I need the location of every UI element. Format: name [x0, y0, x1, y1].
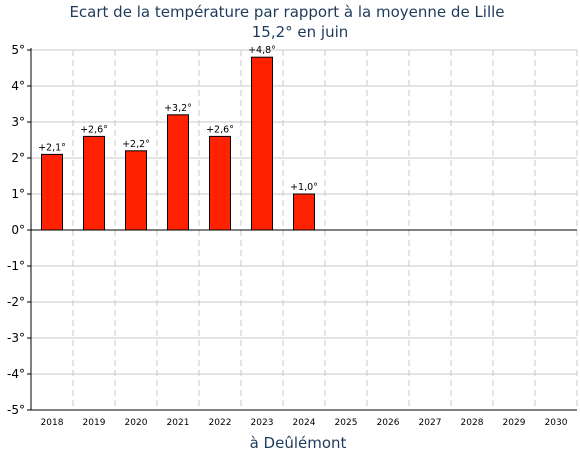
data-label-2018: +2,1°	[38, 142, 66, 153]
y-axis-ticks: 5° 4° 3° 2° 1° 0° -1° -2° -3° -4° -5°	[7, 43, 31, 417]
chart-subtitle: 15,2° en juin	[252, 23, 349, 41]
bar-2022	[209, 135, 231, 231]
data-label-2024: +1,0°	[290, 182, 318, 193]
data-label-2021: +3,2°	[164, 103, 192, 114]
x-tick-label: 2027	[419, 418, 442, 428]
y-tick-label: 1°	[11, 187, 25, 201]
y-tick-label: 4°	[11, 79, 25, 93]
bar-2023	[251, 56, 273, 231]
y-tick-label: -1°	[7, 259, 25, 273]
x-tick-label: 2029	[503, 418, 526, 428]
data-labels: +2,1° +2,6° +2,2° +3,2° +2,6° +4,8° +1,0°	[38, 45, 318, 193]
y-tick-label: -4°	[7, 367, 25, 381]
x-tick-label: 2026	[377, 418, 400, 428]
x-tick-label: 2018	[41, 418, 64, 428]
data-label-2019: +2,6°	[80, 124, 108, 135]
x-axis-ticks: 2018 2019 2020 2021 2022 2023 2024 2025 2026 2027…	[41, 418, 568, 428]
axes	[30, 48, 577, 411]
bar-2020	[125, 150, 147, 231]
data-label-2023: +4,8°	[248, 45, 276, 56]
x-tick-label: 2024	[293, 418, 316, 428]
x-axis-label: à Deûlémont	[250, 434, 347, 452]
chart-title: Ecart de la température par rapport à la…	[69, 3, 504, 21]
data-label-2020: +2,2°	[122, 139, 150, 150]
x-tick-label: 2019	[83, 418, 106, 428]
bar-2019	[83, 135, 105, 231]
y-tick-label: 2°	[11, 151, 25, 165]
bar-2021	[167, 114, 189, 231]
y-tick-label: -5°	[7, 403, 25, 417]
x-tick-label: 2030	[545, 418, 568, 428]
x-tick-label: 2023	[251, 418, 274, 428]
y-tick-label: 0°	[11, 223, 25, 237]
x-tick-label: 2021	[167, 418, 190, 428]
bars	[41, 56, 315, 231]
y-tick-label: 5°	[11, 43, 25, 57]
y-tick-label: -2°	[7, 295, 25, 309]
x-tick-label: 2025	[335, 418, 358, 428]
x-tick-label: 2022	[209, 418, 232, 428]
y-tick-label: 3°	[11, 115, 25, 129]
y-tick-label: -3°	[7, 331, 25, 345]
bar-2024	[293, 193, 315, 231]
data-label-2022: +2,6°	[206, 124, 234, 135]
x-tick-label: 2028	[461, 418, 484, 428]
x-tick-label: 2020	[125, 418, 148, 428]
bar-2018	[41, 153, 63, 231]
